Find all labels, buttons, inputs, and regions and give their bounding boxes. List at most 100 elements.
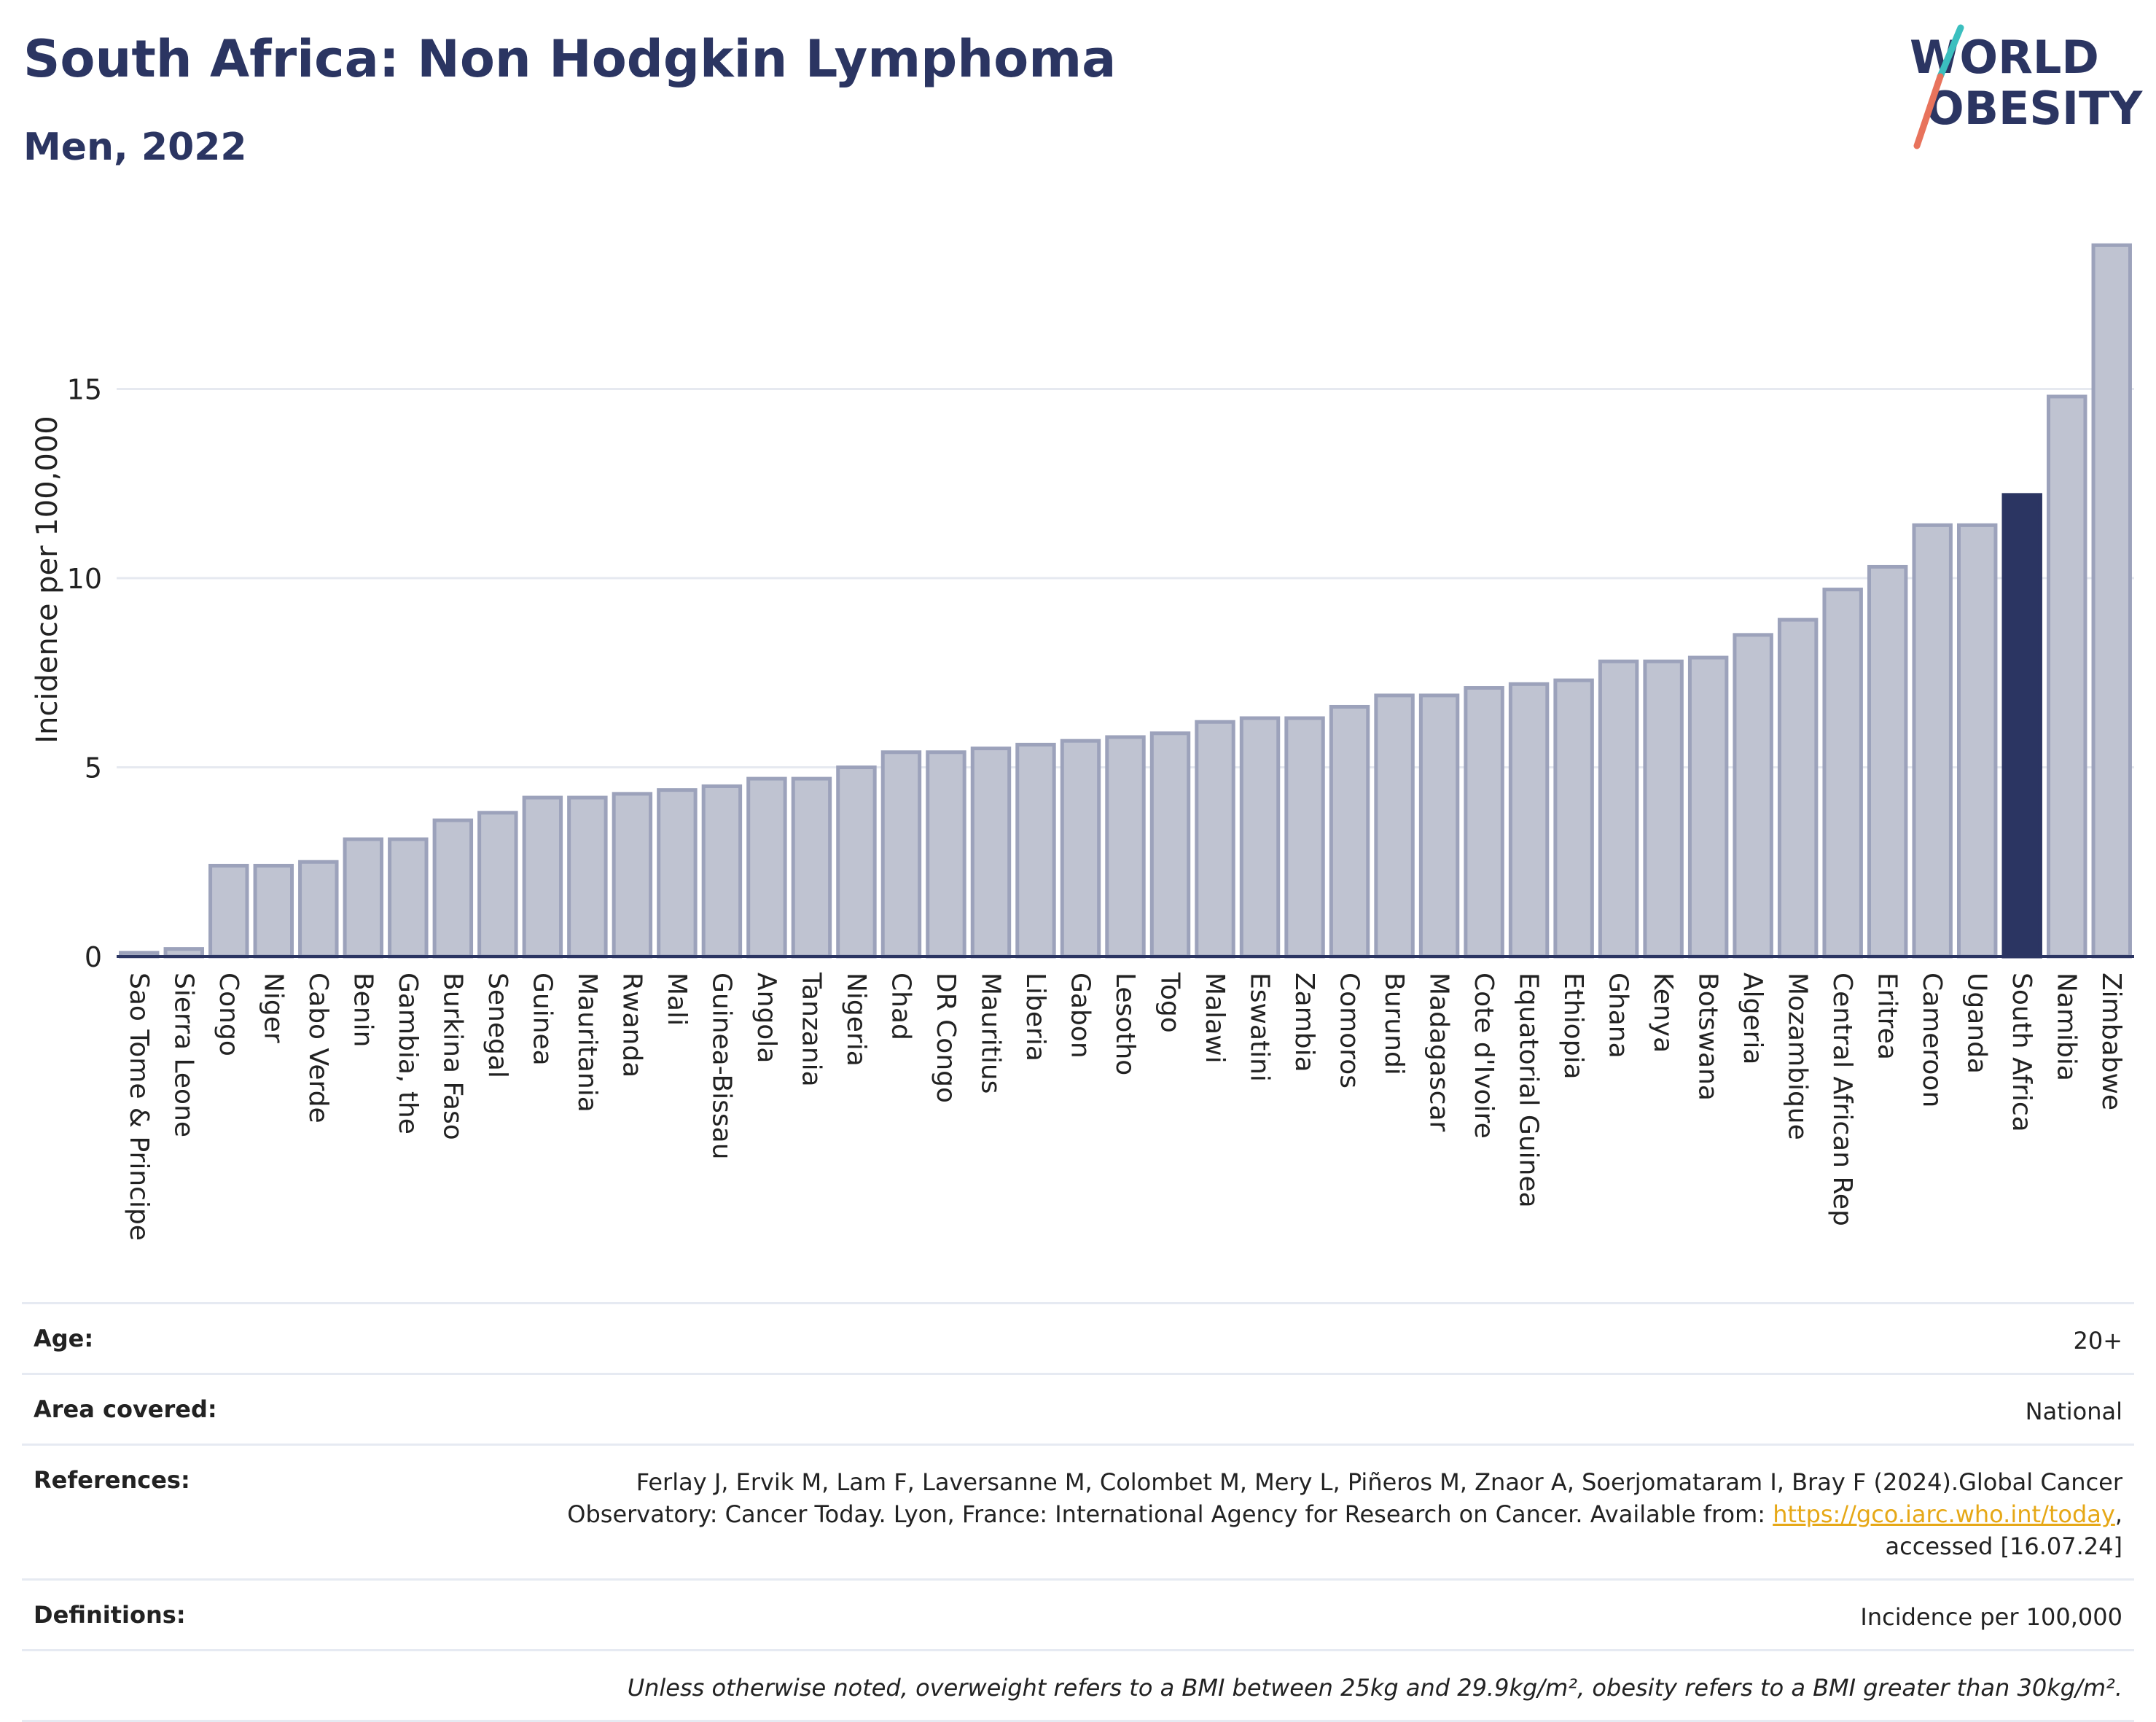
bar-niger xyxy=(253,863,294,959)
x-tick-label: Ghana xyxy=(1604,973,1633,1059)
bar-congo xyxy=(208,863,249,959)
x-tick-label: Uganda xyxy=(1962,973,1992,1074)
x-tick-label: Chad xyxy=(886,973,915,1040)
info-row-age: Age: 20+ xyxy=(22,1302,2134,1373)
bar-guinea xyxy=(522,795,563,959)
x-tick-label: Mauritius xyxy=(975,973,1005,1094)
info-row-definitions: Definitions: Incidence per 100,000 xyxy=(22,1578,2134,1649)
bar-rwanda xyxy=(612,792,653,959)
definitions-value: Incidence per 100,000 xyxy=(1860,1603,2122,1631)
references-label: References: xyxy=(34,1466,190,1494)
x-tick-label: Ethiopia xyxy=(1558,973,1588,1080)
x-tick-label: Mozambique xyxy=(1783,973,1813,1140)
bar-lesotho xyxy=(1105,735,1146,959)
bar-mozambique xyxy=(1777,617,1819,959)
x-tick-label: Cote d'Ivoire xyxy=(1469,973,1499,1139)
info-row-note: Unless otherwise noted, overweight refer… xyxy=(22,1649,2134,1722)
page-title: South Africa: Non Hodgkin Lymphoma xyxy=(23,29,1117,89)
x-tick-label: Congo xyxy=(214,973,243,1056)
y-axis-title: Incidence per 100,000 xyxy=(31,416,64,744)
x-tick-label: Mauritania xyxy=(572,973,602,1113)
y-tick-label: 0 xyxy=(85,941,102,973)
bar-gabon xyxy=(1060,739,1101,959)
bar-ghana xyxy=(1598,659,1639,959)
x-tick-label: Sao Tome & Principe xyxy=(124,973,154,1241)
references-line1: Ferlay J, Ervik M, Lam F, Laversanne M, … xyxy=(636,1468,2122,1496)
bar-equatorial-guinea xyxy=(1508,682,1550,959)
bar-cote-d-ivoire xyxy=(1464,686,1504,959)
definitions-label: Definitions: xyxy=(34,1601,186,1629)
x-tick-label: Guinea-Bissau xyxy=(706,973,736,1160)
bar-algeria xyxy=(1733,633,1773,959)
bar-madagascar xyxy=(1418,693,1460,959)
x-tick-label: Burkina Faso xyxy=(437,973,467,1140)
x-tick-label: Botswana xyxy=(1693,973,1723,1101)
bar-gambia-the xyxy=(388,837,429,959)
references-line2: Observatory: Cancer Today. Lyon, France:… xyxy=(567,1500,1766,1528)
bar-eritrea xyxy=(1867,564,1908,959)
x-tick-label: Zambia xyxy=(1289,973,1319,1072)
age-value: 20+ xyxy=(2073,1327,2122,1355)
age-label: Age: xyxy=(34,1325,94,1352)
x-tick-label: Angola xyxy=(751,973,781,1063)
x-tick-label: Comoros xyxy=(1335,973,1364,1088)
references-link[interactable]: https://gco.iarc.who.int/today xyxy=(1773,1500,2115,1528)
bar-namibia xyxy=(2047,394,2087,959)
x-tick-label: Benin xyxy=(348,973,378,1047)
y-tick-label: 15 xyxy=(67,374,102,406)
bar-chad xyxy=(880,750,922,959)
x-tick-label: Central African Rep xyxy=(1827,973,1857,1226)
area-label: Area covered: xyxy=(34,1395,217,1423)
bar-cameroon xyxy=(1912,523,1953,959)
x-tick-label: Togo xyxy=(1155,972,1185,1033)
logo-slash-bottom xyxy=(1913,73,1944,149)
axis-labels: 0 5 10 15 Sao Tome & Principe Sierra Leone Con… xyxy=(67,374,2127,1241)
x-tick-label: Mali xyxy=(662,973,692,1026)
x-tick-label: Gambia, the xyxy=(393,973,423,1134)
bar-togo xyxy=(1149,731,1191,959)
y-tick-label: 10 xyxy=(67,563,102,595)
bar-burkina-faso xyxy=(432,818,474,959)
x-tick-label: Lesotho xyxy=(1110,973,1140,1075)
x-tick-label: Guinea xyxy=(527,973,557,1066)
x-tick-label: Nigeria xyxy=(841,973,871,1067)
area-value: National xyxy=(2025,1398,2122,1425)
bar-mauritania xyxy=(567,795,608,959)
bar-cabo-verde xyxy=(298,860,339,959)
bar-benin xyxy=(343,837,384,959)
bar-central-african-rep xyxy=(1822,588,1863,959)
bmi-note: Unless otherwise noted, overweight refer… xyxy=(627,1674,2122,1702)
logo-line2: OBESITY xyxy=(1926,82,2143,135)
x-tick-label: DR Congo xyxy=(931,973,961,1103)
x-tick-label: Madagascar xyxy=(1424,973,1454,1132)
info-row-area: Area covered: National xyxy=(22,1373,2134,1444)
bar-ethiopia xyxy=(1553,678,1594,959)
bar-mali xyxy=(657,788,698,959)
bar-senegal xyxy=(477,811,518,959)
bar-nigeria xyxy=(836,765,877,959)
bar-liberia xyxy=(1015,742,1056,959)
bar-botswana xyxy=(1687,655,1729,959)
bars xyxy=(119,243,2132,959)
logo-slash-top xyxy=(1937,24,1964,80)
x-tick-label: Eswatini xyxy=(1245,973,1275,1082)
bar-eswatini xyxy=(1239,716,1281,959)
bar-kenya xyxy=(1643,659,1684,959)
x-tick-label: Liberia xyxy=(1020,973,1050,1061)
bar-south-africa xyxy=(2001,493,2042,959)
world-obesity-logo: WORLD OBESITY xyxy=(1910,24,2143,149)
x-tick-label: Rwanda xyxy=(617,973,647,1078)
references-line3: accessed [16.07.24] xyxy=(1885,1532,2122,1560)
x-tick-label: Cameroon xyxy=(1917,973,1947,1107)
x-tick-label: Zimbabwe xyxy=(2096,973,2126,1110)
x-tick-label: Senegal xyxy=(483,973,512,1078)
bar-zimbabwe xyxy=(2091,243,2132,959)
bar-guinea-bissau xyxy=(701,784,743,959)
x-tick-label: Algeria xyxy=(1738,973,1768,1065)
x-tick-label: Gabon xyxy=(1065,973,1095,1059)
x-tick-label: Tanzania xyxy=(796,972,826,1087)
references-line2-post: , xyxy=(2114,1500,2122,1528)
x-tick-label: Niger xyxy=(258,973,288,1043)
x-tick-label: Kenya xyxy=(1648,973,1678,1053)
info-table: Age: 20+ Area covered: National Referenc… xyxy=(22,1302,2134,1722)
